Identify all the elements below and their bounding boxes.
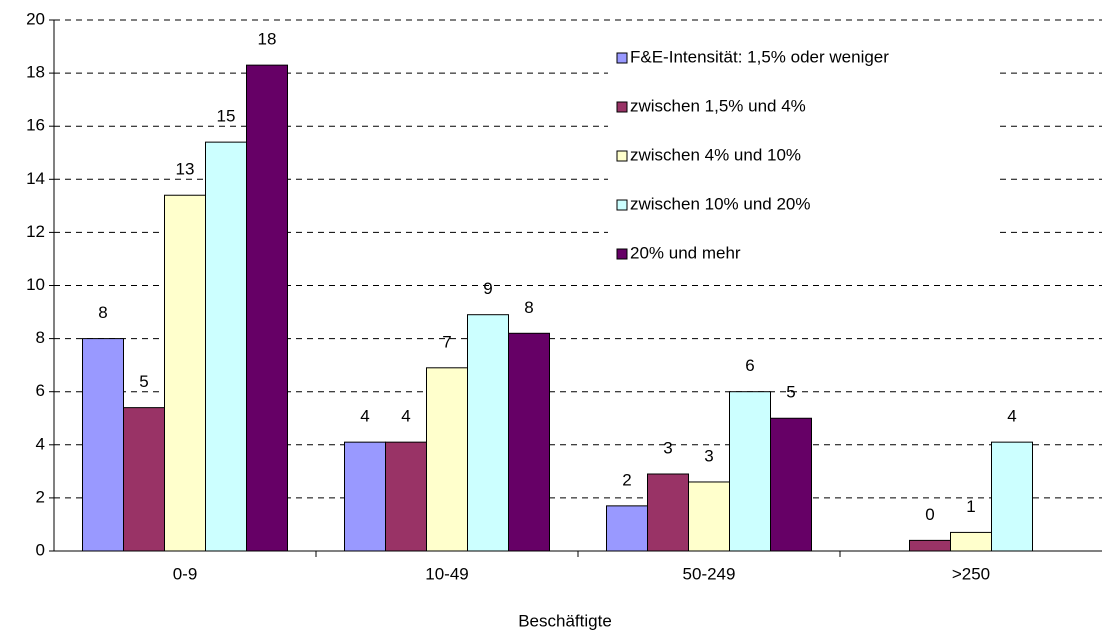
data-label: 2	[622, 470, 631, 489]
bar	[82, 338, 124, 552]
bar	[246, 64, 288, 552]
data-label: 3	[704, 446, 713, 465]
bar	[123, 407, 165, 552]
legend-swatch	[616, 248, 628, 260]
data-label: 5	[786, 383, 795, 402]
y-tick-label: 18	[26, 63, 45, 82]
bar	[950, 531, 992, 552]
bar	[991, 441, 1033, 552]
bar	[385, 441, 427, 552]
x-tick-label: 0-9	[173, 564, 198, 583]
y-tick-label: 16	[26, 116, 45, 135]
bar	[770, 417, 812, 552]
data-label: 18	[258, 30, 277, 49]
x-axis-label: Beschäftigte	[518, 611, 612, 630]
data-label: 7	[442, 332, 451, 351]
data-label: 8	[524, 298, 533, 317]
legend-swatch	[616, 52, 628, 64]
y-tick-label: 14	[26, 169, 45, 188]
legend-box	[608, 36, 1000, 272]
y-tick-label: 8	[36, 328, 45, 347]
data-label: 4	[360, 407, 369, 426]
legend: F&E-Intensität: 1,5% oder weniger zwische…	[608, 36, 1000, 272]
data-label: 13	[176, 160, 195, 179]
bar	[205, 141, 247, 552]
bar	[909, 539, 951, 552]
legend-label: zwischen 10% und 20%	[630, 194, 811, 213]
y-tick-label: 2	[36, 487, 45, 506]
y-tick-label: 20	[26, 9, 45, 28]
legend-label: zwischen 4% und 10%	[630, 145, 801, 164]
bar	[467, 314, 509, 552]
data-label: 4	[1007, 407, 1016, 426]
legend-swatch	[616, 199, 628, 211]
bar	[508, 332, 550, 552]
y-tick-label: 6	[36, 381, 45, 400]
data-label: 5	[139, 372, 148, 391]
bar	[688, 481, 730, 552]
data-label: 4	[401, 407, 410, 426]
y-tick-label: 12	[26, 222, 45, 241]
bar	[426, 367, 468, 552]
x-tick-label: 10-49	[425, 564, 468, 583]
x-tick-label: >250	[952, 564, 990, 583]
bar	[729, 391, 771, 552]
bar	[164, 194, 206, 552]
data-label: 1	[966, 497, 975, 516]
data-label: 6	[745, 356, 754, 375]
legend-label: zwischen 1,5% und 4%	[630, 96, 806, 115]
bar	[647, 473, 689, 552]
data-label: 15	[217, 107, 236, 126]
y-tick-label: 4	[36, 434, 45, 453]
bar	[606, 505, 648, 552]
data-label: 8	[98, 303, 107, 322]
x-tick-label: 50-249	[683, 564, 736, 583]
bar	[344, 441, 386, 552]
data-label: 3	[663, 438, 672, 457]
data-label: 9	[483, 279, 492, 298]
data-label: 0	[925, 505, 934, 524]
legend-swatch	[616, 101, 628, 113]
legend-label: F&E-Intensität: 1,5% oder weniger	[630, 47, 889, 66]
legend-label: 20% und mehr	[630, 243, 741, 262]
y-tick-label: 10	[26, 275, 45, 294]
y-tick-label: 0	[36, 540, 45, 559]
legend-swatch	[616, 150, 628, 162]
